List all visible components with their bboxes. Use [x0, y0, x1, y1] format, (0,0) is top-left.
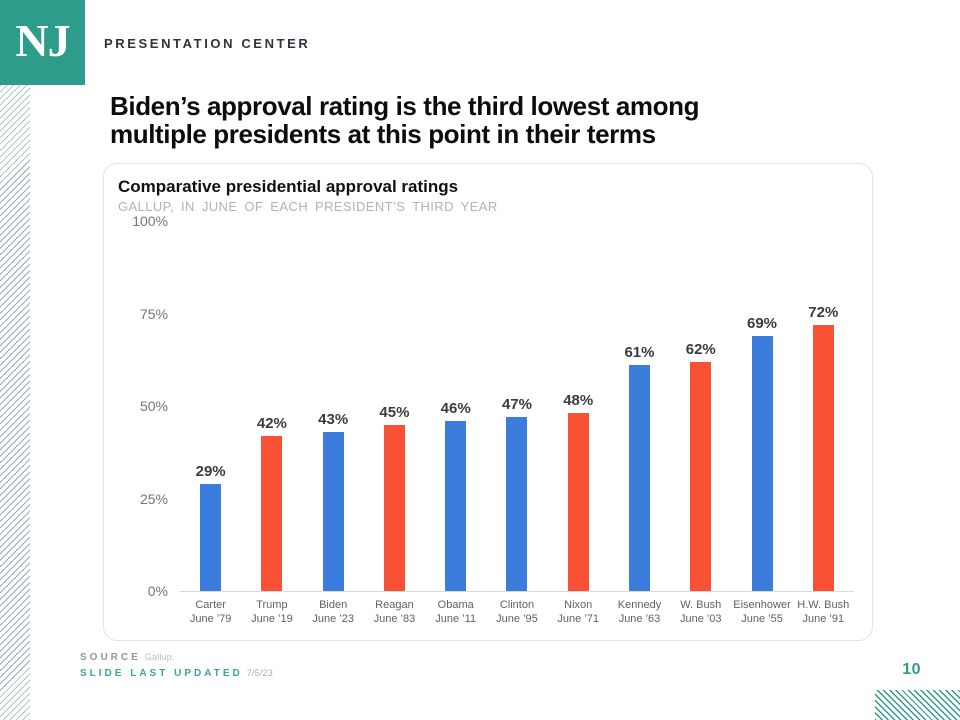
- chart-card: Comparative presidential approval rating…: [103, 163, 873, 641]
- nj-logo-text: NJ: [15, 15, 70, 66]
- y-tick-label: 0%: [147, 583, 168, 599]
- bar-column: 72%: [793, 304, 854, 591]
- bar-value-label: 69%: [747, 314, 778, 332]
- y-tick-label: 25%: [139, 490, 168, 507]
- bar-value-label: 47%: [501, 396, 532, 414]
- president-name: Nixon: [564, 599, 593, 611]
- term-point: June ’23: [312, 613, 354, 625]
- bar-value-label: 62%: [685, 340, 716, 358]
- bar: [506, 417, 528, 591]
- bar-column: 69%: [731, 315, 792, 591]
- bar-column: 48%: [548, 392, 609, 591]
- bar-column: 61%: [609, 344, 670, 591]
- chart-region: 0% 25% 50% 75% 100% 29% 42% 43% 45% 46% 47% 48% 61%…: [118, 213, 854, 626]
- president-name: Trump: [256, 599, 288, 611]
- x-axis-label: Reagan June ’83: [364, 598, 425, 626]
- bar-column: 46%: [425, 400, 486, 591]
- slide-title: Biden’s approval rating is the third low…: [110, 92, 890, 148]
- source-line: SOURCE Gallup.: [80, 652, 273, 663]
- x-axis-labels: Carter June ’79 Trump June ’19 Biden June ’23…: [180, 598, 854, 626]
- bar-column: 42%: [241, 415, 302, 591]
- nj-logo: NJ: [0, 0, 85, 85]
- page-number: 10: [902, 661, 921, 678]
- left-stripe-pattern: [0, 85, 30, 720]
- president-name: Obama: [437, 599, 474, 611]
- bar: [200, 483, 222, 591]
- term-point: June ’03: [679, 613, 722, 625]
- term-point: June ’79: [189, 613, 232, 625]
- bar-column: 47%: [486, 396, 547, 591]
- y-axis-ticks: 0% 25% 50% 75% 100%: [118, 213, 168, 599]
- source-label: SOURCE: [80, 652, 141, 663]
- president-name: Carter: [195, 599, 226, 611]
- updated-value: 7/5/23: [246, 668, 273, 678]
- x-axis-label: Trump June ’19: [241, 598, 302, 626]
- bottom-right-stripe-pattern: [875, 690, 960, 720]
- bar-column: 29%: [180, 463, 241, 591]
- updated-label: SLIDE LAST UPDATED: [80, 668, 243, 679]
- x-axis-label: Biden June ’23: [303, 598, 364, 626]
- bar: [261, 435, 283, 591]
- x-axis-label: Clinton June ’95: [486, 598, 547, 626]
- term-point: June ’55: [741, 613, 783, 625]
- term-point: June ’95: [496, 613, 538, 625]
- source-value: Gallup.: [144, 652, 175, 662]
- bar: [445, 420, 467, 591]
- term-point: June ’63: [618, 613, 661, 625]
- bar: [690, 361, 712, 591]
- y-tick-label: 100%: [132, 213, 168, 229]
- president-name: Kennedy: [617, 599, 662, 611]
- x-axis-label: Carter June ’79: [180, 598, 241, 626]
- y-tick-label: 75%: [139, 305, 168, 322]
- updated-line: SLIDE LAST UPDATED 7/5/23: [80, 668, 273, 679]
- bar-value-label: 61%: [624, 344, 655, 362]
- president-name: Clinton: [499, 599, 535, 611]
- term-point: June ’83: [373, 613, 416, 625]
- x-axis-label: Obama June ’11: [425, 598, 486, 626]
- slide-footer: SOURCE Gallup. SLIDE LAST UPDATED 7/5/23: [80, 652, 273, 679]
- bar: [383, 424, 405, 591]
- bar: [567, 413, 589, 591]
- bar-value-label: 29%: [195, 462, 226, 480]
- term-point: June ’11: [435, 613, 477, 625]
- bar-value-label: 45%: [379, 403, 410, 421]
- chart-subtitle: GALLUP, IN JUNE OF EACH PRESIDENT’S THIR…: [118, 199, 498, 214]
- x-axis-label: H.W. Bush June ’91: [793, 598, 854, 626]
- president-name: W. Bush: [680, 599, 722, 611]
- president-name: H.W. Bush: [797, 599, 850, 611]
- president-name: Biden: [319, 599, 348, 611]
- x-axis-label: Eisenhower June ’55: [731, 598, 792, 626]
- bar-value-label: 48%: [563, 392, 594, 410]
- chart-title: Comparative presidential approval rating…: [118, 177, 459, 196]
- x-axis-label: Kennedy June ’63: [609, 598, 670, 626]
- slide-title-line-1: Biden’s approval rating is the third low…: [110, 91, 700, 121]
- bar-column: 62%: [670, 341, 731, 591]
- slide-title-line-2: multiple presidents at this point in the…: [110, 119, 656, 149]
- bar: [322, 431, 344, 591]
- x-axis-label: Nixon June ’71: [548, 598, 609, 626]
- bar-value-label: 43%: [318, 410, 349, 428]
- bar: [751, 335, 773, 591]
- y-tick-label: 50%: [139, 398, 168, 414]
- bar-value-label: 42%: [256, 414, 287, 432]
- term-point: June ’71: [557, 613, 600, 625]
- bar-column: 45%: [364, 403, 425, 591]
- president-name: Reagan: [375, 599, 414, 611]
- bar-value-label: 46%: [440, 399, 471, 417]
- president-name: Eisenhower: [733, 599, 791, 611]
- term-point: June ’91: [802, 613, 845, 625]
- term-point: June ’19: [251, 613, 293, 625]
- brand-name: PRESENTATION CENTER: [104, 36, 311, 51]
- bar-column: 43%: [303, 411, 364, 591]
- x-axis-label: W. Bush June ’03: [670, 598, 731, 626]
- bar-value-label: 72%: [808, 303, 839, 321]
- plot-area: 29% 42% 43% 45% 46% 47% 48% 61% 62% 69% 72%: [180, 222, 854, 592]
- bar: [628, 365, 650, 591]
- bar: [812, 324, 834, 591]
